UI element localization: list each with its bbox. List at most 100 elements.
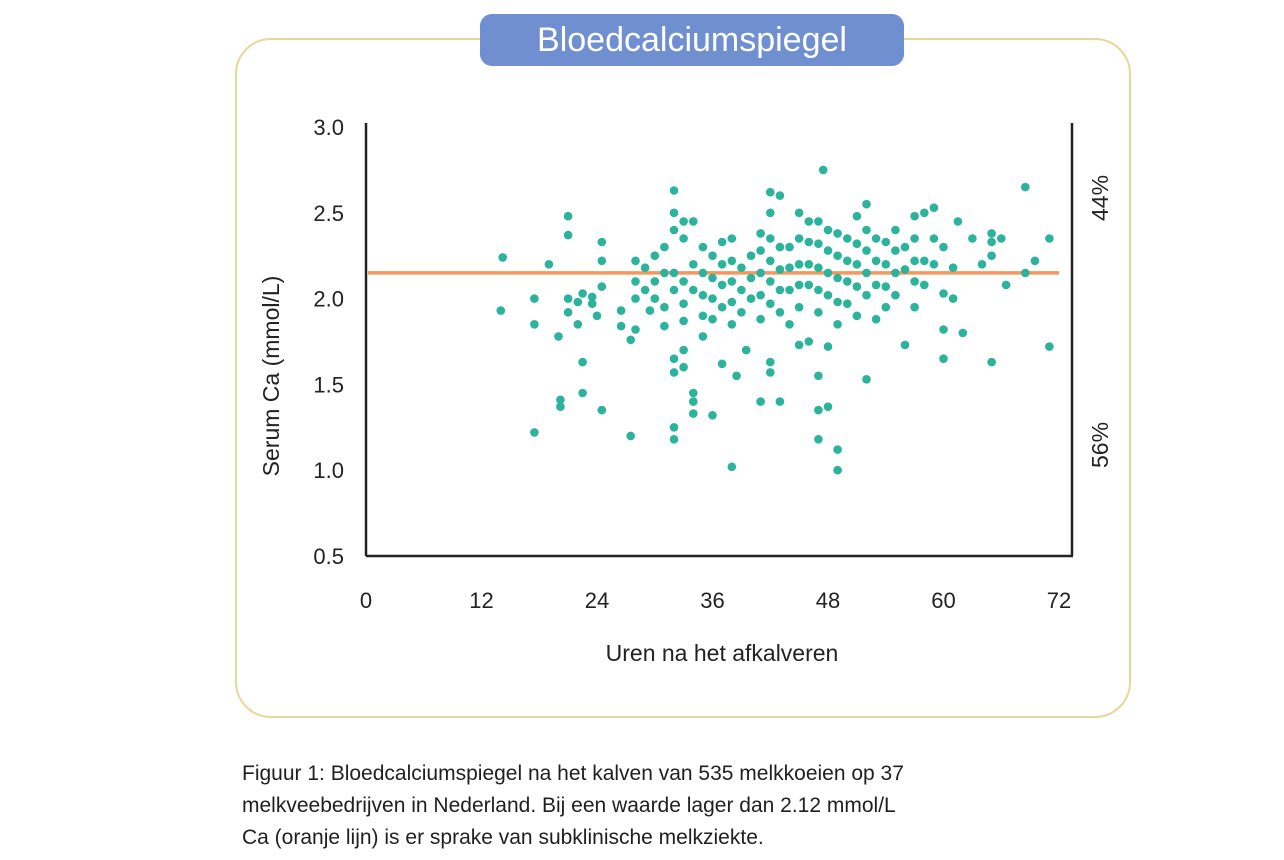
x-tick-label: 60 xyxy=(931,588,955,613)
data-point xyxy=(900,265,910,274)
x-tick-label: 0 xyxy=(360,588,372,613)
data-point xyxy=(833,465,842,475)
data-point xyxy=(717,260,727,269)
data-point xyxy=(891,290,900,300)
data-point xyxy=(794,280,804,290)
data-point xyxy=(910,256,919,266)
data-point xyxy=(852,239,862,248)
data-point xyxy=(939,325,948,334)
data-point xyxy=(881,237,891,247)
data-point xyxy=(626,335,635,345)
data-point xyxy=(573,297,583,307)
data-point xyxy=(597,282,607,291)
data-point xyxy=(823,402,833,412)
data-point xyxy=(785,285,794,295)
data-point xyxy=(823,290,833,300)
data-point xyxy=(862,199,871,209)
data-point xyxy=(669,354,679,364)
data-point xyxy=(597,256,607,266)
data-point xyxy=(804,237,814,247)
data-point xyxy=(669,225,679,235)
data-point xyxy=(530,320,539,329)
data-point xyxy=(756,246,765,255)
data-point xyxy=(756,229,765,238)
data-point xyxy=(823,225,833,235)
data-point xyxy=(881,302,891,312)
data-point xyxy=(900,340,910,350)
data-point xyxy=(766,299,775,309)
data-point xyxy=(737,308,746,317)
data-point xyxy=(852,311,862,321)
data-point xyxy=(717,302,727,312)
data-point xyxy=(698,242,708,252)
data-point xyxy=(708,251,717,260)
data-point xyxy=(814,435,823,444)
data-point xyxy=(948,294,958,303)
data-point xyxy=(823,268,833,278)
data-point xyxy=(708,314,717,324)
data-point xyxy=(929,260,939,269)
data-point xyxy=(1030,256,1040,266)
x-tick-label: 24 xyxy=(585,588,609,613)
data-point xyxy=(544,260,554,269)
data-point xyxy=(737,263,746,273)
data-point xyxy=(814,263,823,273)
data-point xyxy=(843,277,852,286)
data-point xyxy=(708,273,717,283)
data-point xyxy=(746,294,756,303)
data-point xyxy=(679,217,688,226)
data-point xyxy=(679,316,688,326)
data-point xyxy=(794,340,804,350)
data-point xyxy=(650,251,660,260)
data-point xyxy=(640,285,650,295)
data-point xyxy=(833,229,842,238)
data-points xyxy=(496,165,1054,475)
caption-line-3: Ca (oranje lijn) is er sprake van subkli… xyxy=(242,826,764,849)
data-point xyxy=(977,260,987,269)
data-point xyxy=(756,268,765,278)
data-point xyxy=(1001,280,1011,290)
data-point xyxy=(587,292,597,302)
data-point xyxy=(794,208,804,218)
data-point xyxy=(843,234,852,243)
y-tick-label: 3.0 xyxy=(313,115,344,140)
data-point xyxy=(727,256,737,266)
data-point xyxy=(578,357,587,367)
data-point xyxy=(766,234,775,243)
data-point xyxy=(814,217,823,226)
data-point xyxy=(1045,342,1054,351)
data-point xyxy=(891,225,900,235)
data-point xyxy=(833,320,842,329)
data-point xyxy=(766,208,775,218)
data-point xyxy=(563,211,573,221)
data-point xyxy=(852,282,862,291)
data-point xyxy=(862,246,871,255)
data-point xyxy=(775,397,785,406)
data-point xyxy=(756,290,765,300)
data-point xyxy=(698,268,708,278)
data-point xyxy=(881,282,891,291)
data-point xyxy=(987,251,996,260)
data-point xyxy=(626,431,635,441)
data-point xyxy=(645,306,655,315)
y-axis-label: Serum Ca (mmol/L) xyxy=(258,276,284,477)
chart-labels: 3.0 2.5 2.0 1.5 1.0 0.5 0 12 24 36 48 60 72 Uren na h… xyxy=(258,115,1113,666)
data-point xyxy=(554,332,563,341)
data-point xyxy=(818,165,828,175)
data-point xyxy=(496,306,506,315)
caption-line-1: Figuur 1: Bloedcalciumspiegel na het kal… xyxy=(242,762,904,785)
y-tick-label: 1.5 xyxy=(313,372,344,397)
data-point xyxy=(556,395,565,405)
data-point xyxy=(578,289,587,298)
data-point xyxy=(775,265,785,274)
data-point xyxy=(910,234,919,243)
data-point xyxy=(689,285,698,295)
data-point xyxy=(852,260,862,269)
data-point xyxy=(833,445,842,454)
data-point xyxy=(732,371,741,381)
data-point xyxy=(530,428,539,437)
data-point xyxy=(679,299,688,309)
data-point xyxy=(717,359,727,369)
data-point xyxy=(578,388,587,398)
data-point xyxy=(843,256,852,266)
